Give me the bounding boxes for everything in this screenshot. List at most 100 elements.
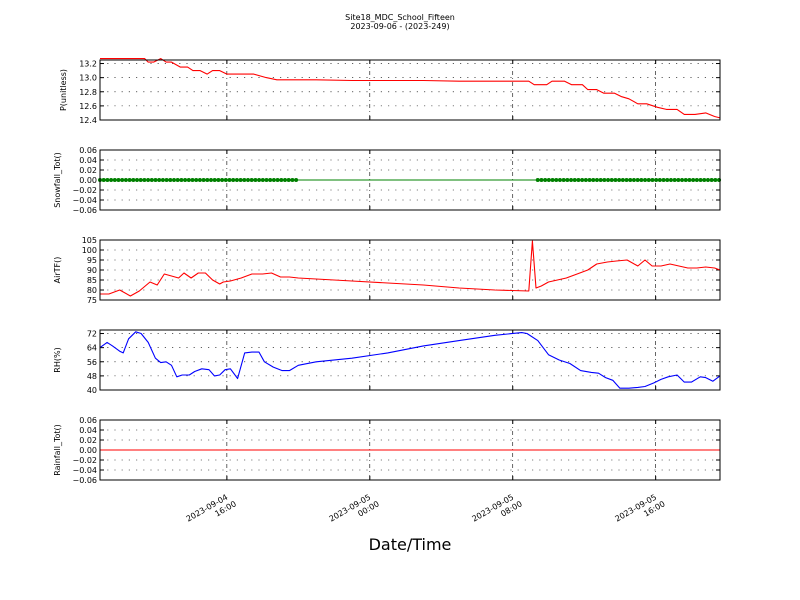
panel-3: 40 48 56 64 72 RH(%)	[53, 329, 721, 395]
data-point	[554, 178, 559, 182]
y-tick-label: 0.00	[79, 446, 97, 455]
data-point	[539, 178, 544, 182]
data-point	[594, 178, 599, 182]
y-tick-label: 100	[82, 246, 97, 255]
data-point	[687, 178, 692, 182]
panel-frame	[99, 149, 721, 211]
y-tick-label: −0.06	[72, 476, 97, 485]
data-point	[253, 178, 258, 182]
data-point	[620, 178, 625, 182]
data-point	[602, 178, 607, 182]
y-axis-label: Snowfall_Tot()	[53, 152, 62, 208]
y-tick-label: 0.04	[79, 426, 97, 435]
data-point	[260, 178, 265, 182]
data-point	[680, 178, 685, 182]
data-point	[257, 178, 262, 182]
data-point	[657, 178, 662, 182]
panel-frame	[99, 239, 721, 301]
y-axis-label: P(unitless)	[59, 69, 68, 111]
data-point	[587, 178, 592, 182]
data-point	[194, 178, 199, 182]
data-point	[283, 178, 287, 182]
y-tick-label: 12.4	[79, 116, 97, 125]
y-tick-label: 64	[87, 344, 97, 353]
data-point	[183, 178, 188, 182]
data-point	[583, 178, 588, 182]
data-point	[624, 178, 629, 182]
data-point	[227, 178, 232, 182]
y-tick-label: 0.02	[79, 436, 97, 445]
data-point	[691, 178, 696, 182]
panels-group: 12.412.612.813.013.2P(unitless)−0.06−0.0…	[53, 58, 722, 485]
data-point	[186, 178, 191, 182]
y-tick-label: 105	[82, 236, 97, 245]
data-point	[116, 178, 121, 182]
data-point	[643, 178, 648, 182]
data-point	[131, 178, 136, 182]
data-point	[286, 178, 291, 182]
data-point	[120, 178, 125, 182]
y-tick-label: 13.2	[79, 60, 97, 69]
chart-subtitle: 2023-09-06 - (2023-249)	[350, 22, 449, 31]
data-point	[628, 178, 633, 182]
data-point	[683, 178, 688, 182]
data-point	[157, 178, 162, 182]
data-point	[123, 178, 128, 182]
data-point	[275, 178, 280, 182]
data-point	[242, 178, 247, 182]
data-point	[698, 178, 703, 182]
y-tick-label: 0.06	[79, 146, 97, 155]
data-point	[220, 178, 225, 182]
data-point	[168, 178, 173, 182]
data-point	[201, 178, 206, 182]
y-axis-label: Rainfall_Tot()	[53, 424, 62, 476]
data-point	[160, 178, 165, 182]
data-point	[550, 178, 555, 182]
y-tick-label: −0.06	[72, 206, 97, 215]
data-point	[112, 178, 117, 182]
data-point	[613, 178, 618, 182]
data-point	[246, 178, 250, 182]
data-point	[290, 178, 295, 182]
data-point	[268, 178, 273, 182]
panel-0: 12.4 12.6 12.8 13.0 13.2 P(unitless)	[59, 58, 721, 125]
y-tick-label: 12.6	[79, 102, 97, 111]
data-point	[223, 178, 228, 182]
series-line	[99, 331, 721, 389]
y-tick-label: 0.06	[79, 416, 97, 425]
data-point	[149, 178, 154, 182]
data-point	[569, 178, 574, 182]
y-axis-label: AirTF()	[53, 257, 62, 284]
data-point	[271, 178, 276, 182]
chart-title: Site18_MDC_School_Fifteen	[345, 13, 455, 22]
data-point	[264, 178, 269, 182]
data-point	[705, 178, 710, 182]
y-tick-label: 40	[87, 386, 97, 395]
data-point	[279, 178, 284, 182]
y-tick-label: 13.0	[79, 74, 97, 83]
y-tick-label: −0.02	[72, 456, 97, 465]
series-line	[100, 240, 721, 297]
y-axis-label: RH(%)	[53, 347, 62, 372]
data-point	[205, 178, 210, 182]
data-point	[654, 178, 659, 182]
data-point	[249, 178, 254, 182]
data-point	[565, 178, 570, 182]
data-point	[543, 178, 548, 182]
data-point	[591, 178, 596, 182]
data-point	[138, 178, 143, 182]
data-point	[127, 178, 132, 182]
x-axis-label: Date/Time	[369, 535, 452, 554]
data-point	[580, 178, 585, 182]
data-point	[101, 178, 106, 182]
panel-frame	[99, 419, 721, 481]
y-tick-label: 0.02	[79, 166, 97, 175]
y-tick-label: 90	[87, 266, 97, 275]
y-tick-label: 48	[87, 372, 97, 381]
y-tick-label: 85	[87, 276, 97, 285]
y-tick-label: 0.04	[79, 156, 97, 165]
data-point	[190, 178, 195, 182]
